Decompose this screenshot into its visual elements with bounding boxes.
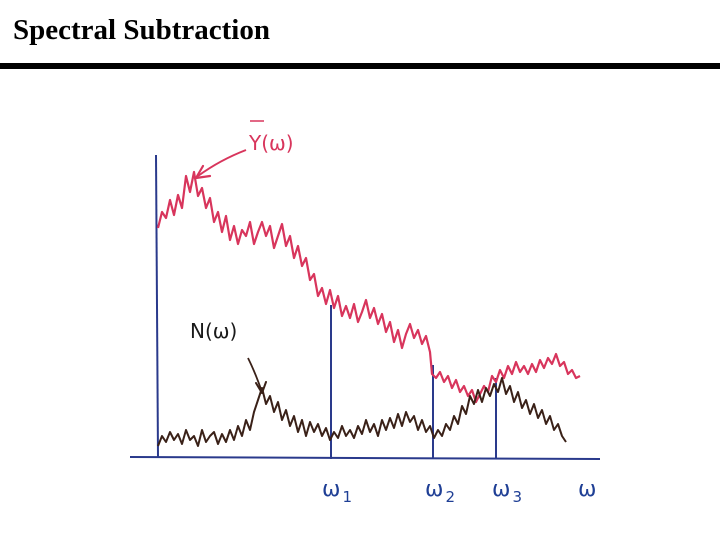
x-axis	[129, 456, 601, 460]
omega-3-symbol: ω	[492, 477, 510, 502]
frequency-axis-label: ω	[578, 477, 596, 502]
slide-title: Spectral Subtraction	[13, 14, 270, 46]
noise-label: N(ω)	[190, 319, 237, 343]
omega-3-subscript: 3	[512, 488, 522, 506]
omega-2-symbol: ω	[425, 477, 443, 502]
signal-callout-arrow	[194, 149, 247, 180]
noise-callout-arrow	[247, 357, 267, 394]
omega-2-subscript: 2	[445, 488, 455, 506]
signal-label: Y(ω)	[248, 131, 294, 155]
omega-1-subscript: 1	[342, 488, 352, 506]
omega-1-symbol: ω	[322, 477, 340, 502]
noise-spectrum-curve	[157, 377, 567, 447]
y-axis	[155, 154, 159, 458]
signal-spectrum-curve	[156, 170, 581, 404]
title-rule	[0, 63, 720, 69]
